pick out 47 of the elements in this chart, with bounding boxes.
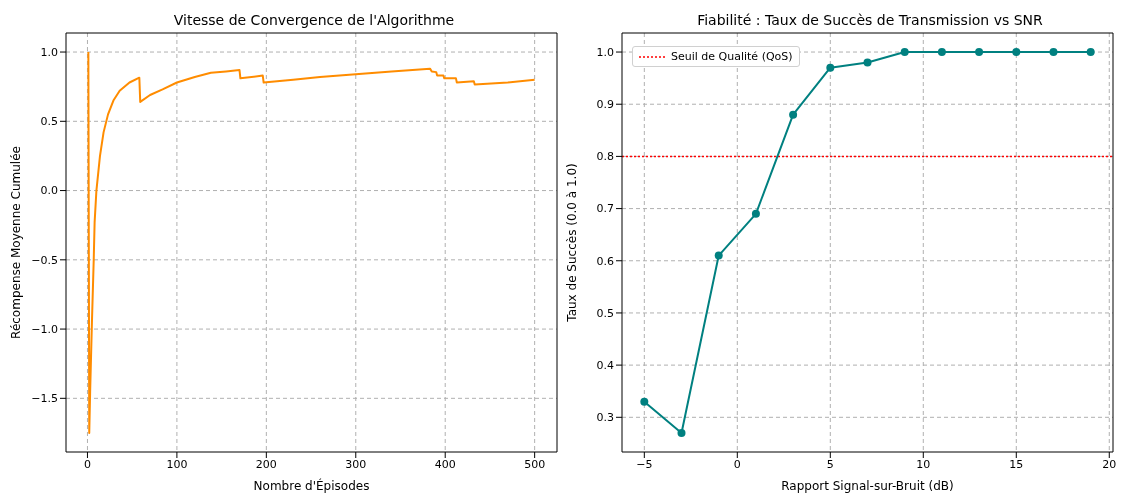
x-tick-label: 400 (434, 457, 456, 471)
point (640, 397, 649, 406)
y-tick-label: 1.0 (596, 45, 614, 59)
line-series (87, 51, 536, 434)
legend-label: Seuil de Qualité (QoS) (671, 50, 793, 63)
point (677, 428, 686, 437)
x-tick-label: 500 (524, 457, 546, 471)
x-tick-label: 15 (1009, 457, 1024, 471)
x-tick-label: 10 (916, 457, 931, 471)
point (789, 110, 798, 119)
chart-title: Vitesse de Convergence de l'Algorithme (172, 12, 456, 28)
x-tick-label: 100 (166, 457, 188, 471)
y-axis-title: Taux de Succès (0.0 à 1.0) (565, 163, 580, 323)
y-tick-label: −1.0 (31, 322, 58, 336)
y-tick-label: 0.6 (596, 254, 614, 268)
x-tick-label: −5 (636, 457, 653, 471)
y-tick-label: 0.3 (596, 411, 614, 425)
y-tick-label: 0.8 (596, 150, 614, 164)
point (1049, 48, 1058, 57)
x-axis-title: Nombre d'Épisodes (253, 478, 370, 493)
x-axis-title: Rapport Signal-sur-Bruit (dB) (781, 479, 954, 493)
point (1086, 48, 1095, 57)
x-tick-label: 0 (733, 457, 741, 471)
point (937, 48, 946, 57)
y-tick-label: 0.9 (596, 98, 614, 112)
y-tick-label: 0.4 (596, 359, 614, 373)
point (751, 209, 760, 218)
y-tick-label: −1.5 (31, 392, 58, 406)
point (975, 48, 984, 57)
y-tick-label: −0.5 (31, 253, 58, 267)
y-tick-label: 1.0 (40, 45, 58, 59)
point (900, 48, 909, 57)
y-tick-label: 0.5 (40, 115, 58, 129)
x-tick-label: 20 (1102, 457, 1117, 471)
point (714, 251, 723, 260)
point (1012, 48, 1021, 57)
y-tick-label: 0.5 (596, 306, 614, 320)
x-tick-label: 200 (255, 457, 277, 471)
x-tick-label: 0 (83, 457, 91, 471)
point (863, 58, 872, 67)
y-axis-title: Récompense Moyenne Cumulée (9, 146, 24, 339)
point (826, 63, 835, 72)
chart-title: Fiabilité : Taux de Succès de Transmission vs SNR (696, 12, 1044, 28)
y-tick-label: 0.7 (596, 202, 614, 216)
y-tick-label: 0.0 (40, 184, 58, 198)
x-tick-label: 5 (826, 457, 834, 471)
x-tick-label: 300 (345, 457, 367, 471)
